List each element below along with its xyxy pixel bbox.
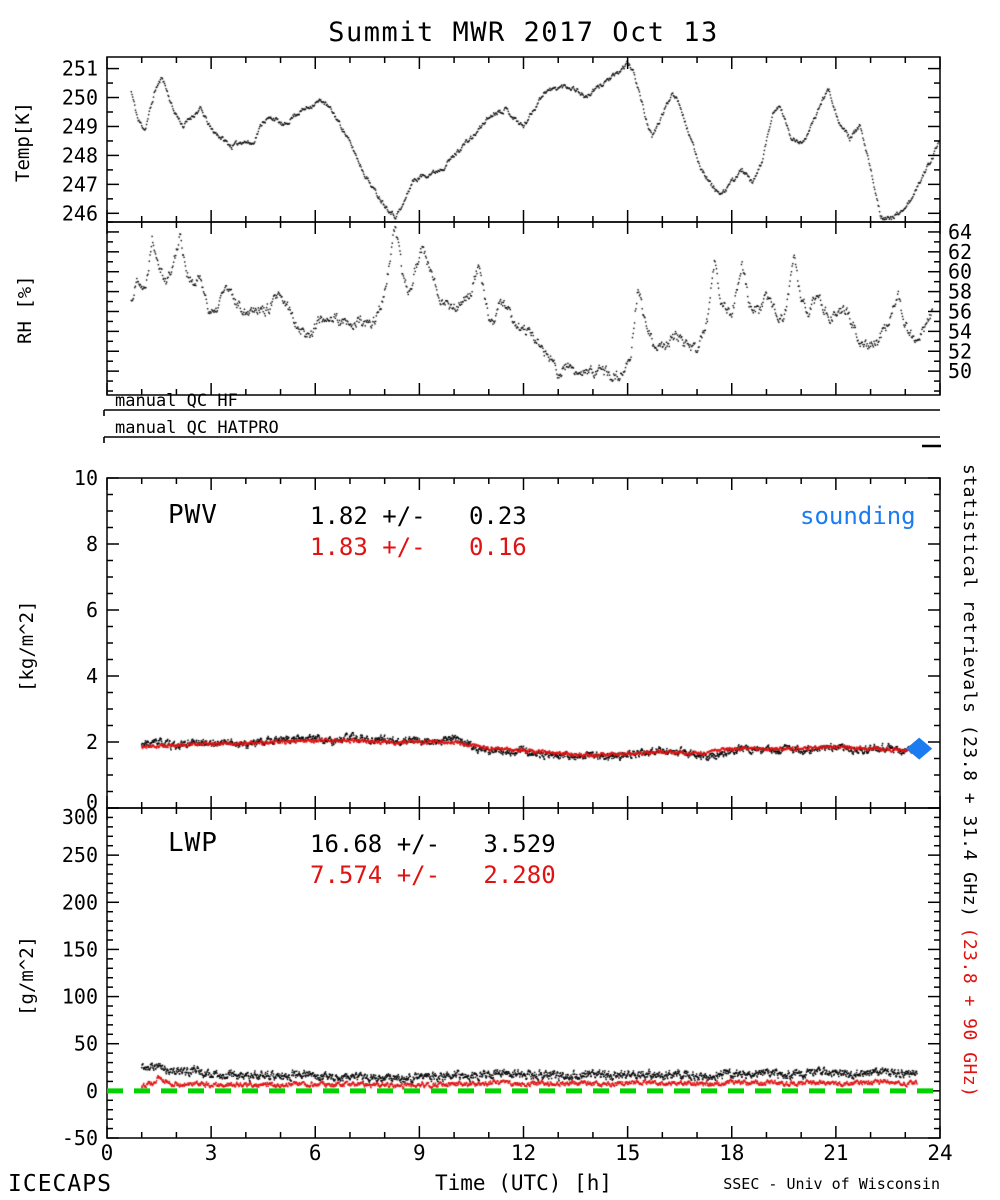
svg-text:247: 247 [62,172,98,196]
svg-text:246: 246 [62,201,98,225]
svg-text:8: 8 [86,532,98,556]
sounding-legend-label: sounding [800,502,916,530]
svg-text:2: 2 [86,730,98,754]
svg-text:56: 56 [948,299,972,323]
sounding-diamond-marker [906,737,933,760]
svg-text:12: 12 [511,1141,536,1165]
svg-text:6: 6 [86,598,98,622]
svg-text:3: 3 [205,1141,218,1165]
credit-label: SSEC - Univ of Wisconsin [723,1175,940,1193]
svg-text:248: 248 [62,143,98,167]
svg-text:18: 18 [719,1141,744,1165]
svg-text:54: 54 [948,319,972,343]
svg-text:0: 0 [86,790,98,814]
svg-text:0: 0 [101,1141,114,1165]
qc-hatpro-label: manual QC HATPRO [115,418,279,438]
svg-text:250: 250 [62,86,98,110]
lwp-stat-black: 16.68 +/- 3.529 [310,830,556,858]
svg-text:250: 250 [62,843,98,867]
svg-text:21: 21 [823,1141,848,1165]
svg-text:251: 251 [62,57,98,81]
svg-text:60: 60 [948,260,972,284]
svg-text:300: 300 [62,805,98,829]
svg-text:4: 4 [86,664,98,688]
svg-text:24: 24 [927,1141,952,1165]
svg-text:62: 62 [948,240,972,264]
qc-rows [103,409,941,448]
page-title: Summit MWR 2017 Oct 13 [328,17,719,48]
svg-text:249: 249 [62,114,98,138]
pwv-stat-red: 1.83 +/- 0.16 [310,533,527,561]
svg-text:-50: -50 [62,1126,98,1150]
axes-frame [106,56,941,1139]
svg-text:100: 100 [62,985,98,1009]
right-margin-caption-black: statistical retrievals (23.8 + 31.4 GHz) [959,464,980,918]
lwp-axis-label: [g/m^2] [16,935,38,1016]
svg-text:0: 0 [86,1079,98,1103]
svg-text:200: 200 [62,890,98,914]
svg-text:50: 50 [74,1032,98,1056]
tick-labels: 2462472482492502515052545658606264024681… [62,57,972,1150]
lwp-panel-title: LWP [168,828,218,858]
svg-text:6: 6 [309,1141,322,1165]
svg-text:64: 64 [948,220,972,244]
svg-text:9: 9 [413,1141,426,1165]
right-margin-caption-red: (23.8 + 90 GHz) [959,927,980,1098]
svg-text:10: 10 [74,466,98,490]
project-label: ICECAPS [8,1171,112,1197]
rh-axis-label: RH [%] [14,275,36,344]
temp-axis-label: Temp[K] [12,101,34,182]
svg-text:52: 52 [948,339,972,363]
lwp-stat-red: 7.574 +/- 2.280 [310,861,556,889]
svg-text:58: 58 [948,280,972,304]
pwv-panel-title: PWV [168,500,218,530]
pwv-stat-black: 1.82 +/- 0.23 [310,502,527,530]
right-margin-caption: statistical retrievals (23.8 + 31.4 GHz)… [959,464,980,1098]
svg-text:15: 15 [615,1141,640,1165]
x-axis-title: Time (UTC) [h] [434,1171,612,1195]
x-axis-tick-labels: 0 3 6 9 12 15 18 21 24 [101,1141,953,1165]
qc-hf-label: manual QC HF [115,391,238,411]
pwv-axis-label: [kg/m^2] [16,600,38,692]
svg-text:150: 150 [62,937,98,961]
svg-text:50: 50 [948,359,972,383]
